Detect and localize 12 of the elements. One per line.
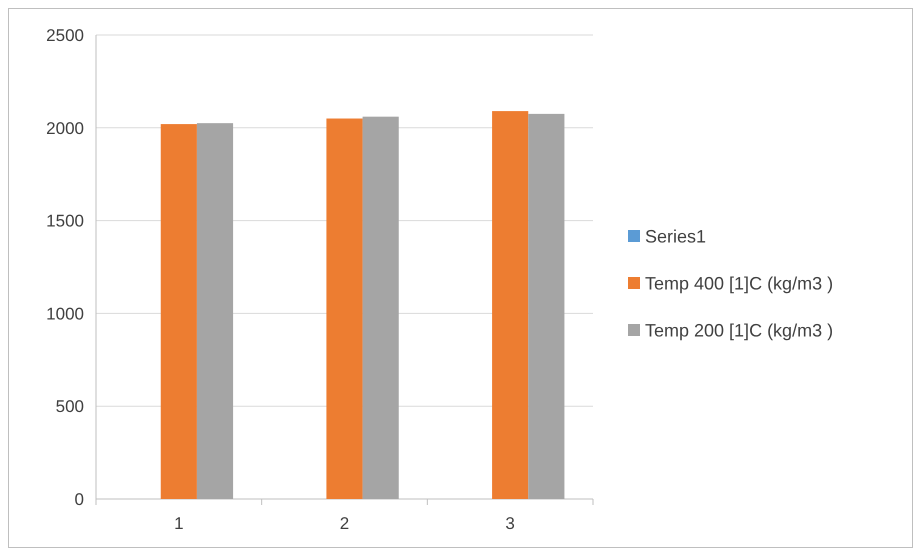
x-tick-label: 3 <box>505 514 515 533</box>
y-tick-label: 0 <box>74 490 84 509</box>
legend-label: Series1 <box>645 226 706 246</box>
legend-label: Temp 400 [1]C (kg/m3 ) <box>645 273 834 294</box>
y-tick-label: 2500 <box>46 26 84 45</box>
x-tick-label: 1 <box>174 514 184 533</box>
y-tick-label: 2000 <box>46 118 84 138</box>
y-tick-label: 1000 <box>46 304 84 324</box>
x-tick-label: 2 <box>340 514 350 533</box>
y-tick-label: 1500 <box>46 212 84 231</box>
y-tick-label: 500 <box>56 397 84 416</box>
legend-label: Temp 200 [1]C (kg/m3 ) <box>645 320 834 340</box>
